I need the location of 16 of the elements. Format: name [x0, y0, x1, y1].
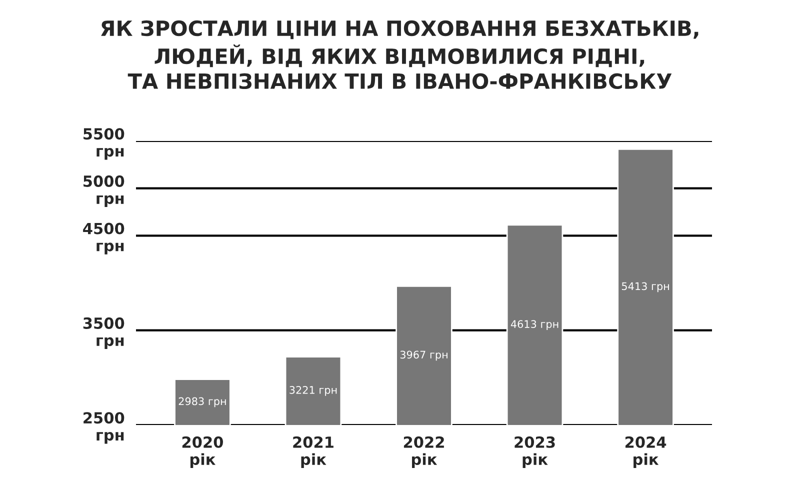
y-tick-label: 3500 грн — [83, 317, 124, 350]
x-tick-label: 2020 рік — [182, 436, 223, 468]
y-tick-label: 4500 грн — [83, 222, 124, 254]
x-tick-label: 2024 рік — [625, 436, 666, 468]
data-label: 2983 грн — [178, 397, 226, 408]
x-tick-label: 2021 рік — [293, 436, 334, 468]
y-tick-label: 2500 грн — [84, 412, 124, 444]
data-label: 3221 грн — [290, 386, 337, 396]
x-tick-label: 2022 рік — [404, 436, 444, 468]
x-tick-label: 2023 рік — [514, 436, 555, 468]
chart-title: ЯК ЗРОСТАЛИ ЦІНИ НА ПОХОВАННЯ БЕЗХАТЬКІВ, ЛЮДЕЙ, ВІД ЯКИХ ВІДМОВИЛИСЯ РІДНІ, ТА НЕВПІЗНАНИХ ТІЛ В ІВАНО-ФРАНКІВСЬКУ — [101, 20, 698, 90]
data-label: 4613 грн — [510, 320, 558, 330]
y-tick-label: 5000 грн — [84, 175, 124, 208]
data-label: 3967 грн — [400, 350, 448, 361]
data-label: 5413 грн — [622, 282, 669, 292]
y-tick-label: 5500 грн — [84, 128, 124, 160]
